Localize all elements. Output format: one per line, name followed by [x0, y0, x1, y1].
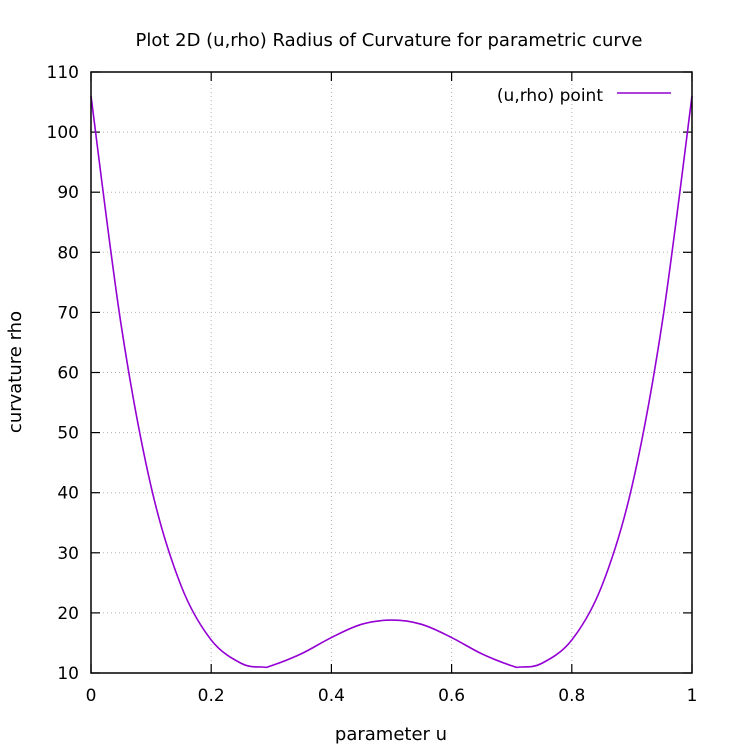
grid [91, 72, 692, 673]
x-tick-label: 0.2 [198, 686, 225, 706]
y-tick-label: 10 [57, 664, 79, 684]
series-line [90, 95, 693, 669]
plot-frame [90, 71, 693, 674]
y-tick-label: 50 [57, 424, 79, 444]
y-tick-label: 30 [57, 544, 79, 564]
x-tick-label: 0 [86, 686, 97, 706]
y-tick-label: 60 [57, 364, 79, 384]
y-tick-label: 110 [47, 63, 79, 83]
x-tick-label: 0.6 [438, 686, 465, 706]
y-tick-label: 70 [57, 303, 79, 323]
legend: (u,rho) point [497, 86, 671, 106]
chart-title: Plot 2D (u,rho) Radius of Curvature for … [135, 30, 642, 51]
y-tick-label: 90 [57, 183, 79, 203]
y-axis-label: curvature rho [5, 311, 26, 433]
y-tick-label: 100 [47, 123, 79, 143]
legend-label: (u,rho) point [497, 86, 603, 106]
y-tick-label: 80 [57, 243, 79, 263]
x-tick-label: 0.4 [318, 686, 345, 706]
y-tick-label: 20 [57, 604, 79, 624]
curve [90, 95, 693, 669]
x-tick-label: 1 [687, 686, 698, 706]
x-tick-label: 0.8 [558, 686, 585, 706]
y-tick-label: 40 [57, 484, 79, 504]
x-axis-label: parameter u [335, 724, 447, 745]
